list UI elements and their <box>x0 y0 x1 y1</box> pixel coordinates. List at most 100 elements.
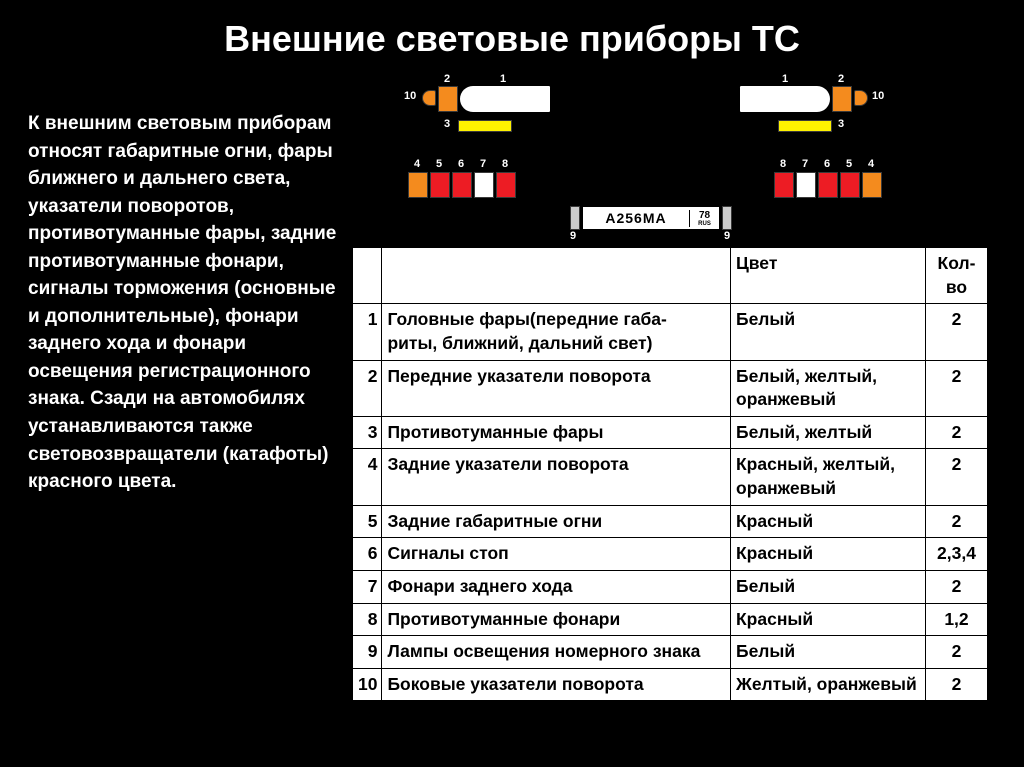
front-headlight-left <box>460 86 550 112</box>
cell-qty: 2,3,4 <box>926 538 988 571</box>
license-plate: А256МА 78RUS <box>582 206 720 230</box>
lbl-3-l: 3 <box>444 118 450 130</box>
cell-num: 5 <box>353 505 382 538</box>
page-title: Внешние световые приборы ТС <box>0 0 1024 68</box>
cell-qty: 2 <box>926 636 988 669</box>
rear-6-l <box>452 172 472 198</box>
lbl-5-r: 5 <box>846 158 852 170</box>
cell-num: 1 <box>353 304 382 360</box>
cell-num: 2 <box>353 360 382 416</box>
front-light-3-right <box>778 120 832 132</box>
cell-qty: 2 <box>926 570 988 603</box>
cell-num: 9 <box>353 636 382 669</box>
cell-name: Противотуманные фары <box>382 416 731 449</box>
cell-color: Белый <box>731 304 926 360</box>
cell-name: Задние указатели поворота <box>382 449 731 505</box>
table-row: 3Противотуманные фарыБелый, желтый2 <box>353 416 988 449</box>
table-row: 9Лампы освещения номерного знакаБелый2 <box>353 636 988 669</box>
cell-qty: 2 <box>926 505 988 538</box>
cell-num: 3 <box>353 416 382 449</box>
lbl-7-l: 7 <box>480 158 486 170</box>
cell-qty: 2 <box>926 449 988 505</box>
table-row: 8Противотуманные фонариКрасный1,2 <box>353 603 988 636</box>
lbl-10-r: 10 <box>872 90 884 102</box>
cell-color: Красный <box>731 538 926 571</box>
lights-diagram: 10 2 1 3 1 2 10 3 4 5 6 7 8 8 7 6 5 4 А2… <box>350 78 990 238</box>
lbl-3-r: 3 <box>838 118 844 130</box>
plate-number: А256МА <box>583 210 689 226</box>
cell-name: Сигналы стоп <box>382 538 731 571</box>
lbl-1-r: 1 <box>782 73 788 85</box>
col-qty: Кол-во <box>926 248 988 304</box>
cell-num: 8 <box>353 603 382 636</box>
lbl-7-r: 7 <box>802 158 808 170</box>
rear-5-r <box>840 172 860 198</box>
lbl-5-l: 5 <box>436 158 442 170</box>
lbl-6-r: 6 <box>824 158 830 170</box>
plate-region: 78RUS <box>689 210 719 227</box>
cell-num: 6 <box>353 538 382 571</box>
cell-name: Передние указатели поворота <box>382 360 731 416</box>
cell-num: 10 <box>353 668 382 701</box>
rear-4-r <box>862 172 882 198</box>
cell-name: Головные фары(передние габа-риты, ближни… <box>382 304 731 360</box>
cell-qty: 2 <box>926 668 988 701</box>
table-row: 6Сигналы стопКрасный2,3,4 <box>353 538 988 571</box>
front-light-3-left <box>458 120 512 132</box>
description-text: К внешним световым приборам относят габа… <box>28 110 338 496</box>
cell-name: Лампы освещения номерного знака <box>382 636 731 669</box>
cell-num: 7 <box>353 570 382 603</box>
lbl-10-l: 10 <box>404 90 416 102</box>
plate-light-l <box>570 206 580 230</box>
rear-8-r <box>774 172 794 198</box>
cell-name: Фонари заднего хода <box>382 570 731 603</box>
table-row: 2Передние указатели поворотаБелый, желты… <box>353 360 988 416</box>
table-header-row: Цвет Кол-во <box>353 248 988 304</box>
col-color: Цвет <box>731 248 926 304</box>
lbl-9-l: 9 <box>570 230 576 242</box>
table-row: 4Задние указатели поворотаКрасный, желты… <box>353 449 988 505</box>
cell-qty: 2 <box>926 360 988 416</box>
front-headlight-right <box>740 86 830 112</box>
cell-color: Белый, желтый <box>731 416 926 449</box>
lbl-8-l: 8 <box>502 158 508 170</box>
rear-7-r <box>796 172 816 198</box>
col-num <box>353 248 382 304</box>
lights-table: Цвет Кол-во 1Головные фары(передние габа… <box>350 245 990 703</box>
cell-color: Белый <box>731 570 926 603</box>
cell-color: Белый <box>731 636 926 669</box>
cell-color: Белый, желтый, оранжевый <box>731 360 926 416</box>
rear-8-l <box>496 172 516 198</box>
cell-name: Противотуманные фонари <box>382 603 731 636</box>
table-row: 1Головные фары(передние габа-риты, ближн… <box>353 304 988 360</box>
lbl-4-r: 4 <box>868 158 874 170</box>
cell-qty: 2 <box>926 416 988 449</box>
col-name <box>382 248 731 304</box>
table-row: 7Фонари заднего ходаБелый2 <box>353 570 988 603</box>
lbl-9-r: 9 <box>724 230 730 242</box>
cell-name: Боковые указатели поворота <box>382 668 731 701</box>
rear-7-l <box>474 172 494 198</box>
rear-6-r <box>818 172 838 198</box>
cell-qty: 2 <box>926 304 988 360</box>
front-light-10-left <box>422 90 436 106</box>
table-row: 5Задние габаритные огниКрасный2 <box>353 505 988 538</box>
cell-qty: 1,2 <box>926 603 988 636</box>
rear-4-l <box>408 172 428 198</box>
cell-color: Красный <box>731 505 926 538</box>
lbl-2-r: 2 <box>838 73 844 85</box>
front-light-10-right <box>854 90 868 106</box>
lbl-2-l: 2 <box>444 73 450 85</box>
cell-color: Желтый, оранжевый <box>731 668 926 701</box>
rear-5-l <box>430 172 450 198</box>
front-light-2-left <box>438 86 458 112</box>
lbl-1-l: 1 <box>500 73 506 85</box>
lbl-8-r: 8 <box>780 158 786 170</box>
cell-name: Задние габаритные огни <box>382 505 731 538</box>
lbl-4-l: 4 <box>414 158 420 170</box>
lbl-6-l: 6 <box>458 158 464 170</box>
plate-light-r <box>722 206 732 230</box>
cell-color: Красный, желтый, оранжевый <box>731 449 926 505</box>
front-light-2-right <box>832 86 852 112</box>
cell-color: Красный <box>731 603 926 636</box>
